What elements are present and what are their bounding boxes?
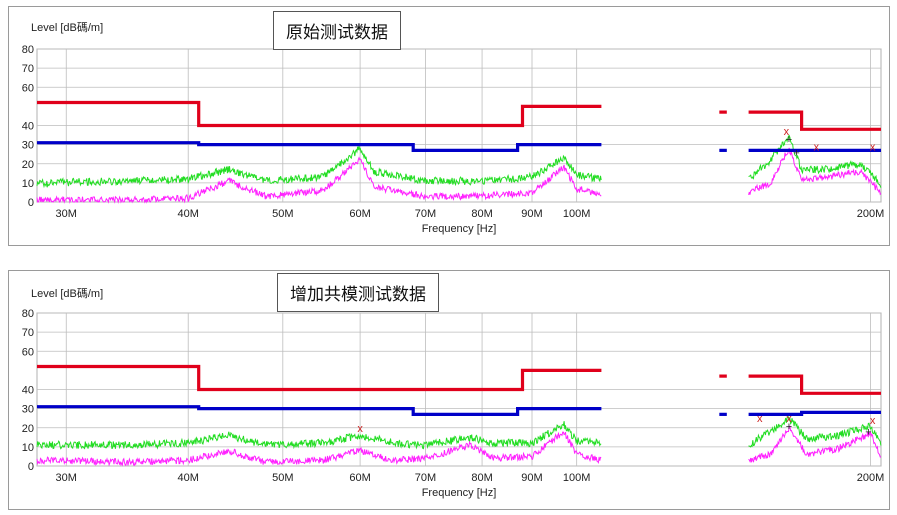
y-tick-label: 10	[22, 442, 34, 454]
peak-marker-plus: +	[865, 427, 871, 439]
x-tick-label: 70M	[415, 208, 436, 220]
chart-svg-common-mode: 0 10 20 30 40 60 70 80 30M 40M 50M 60M 70M 80M 90M 100M…	[22, 308, 885, 499]
x-tick-label: 200M	[857, 208, 885, 220]
y-tick-label: 80	[22, 308, 34, 320]
limit-line-blue	[37, 405, 602, 416]
peak-trace-green	[748, 416, 882, 448]
peak-marker-x: x	[757, 413, 763, 425]
y-tick-label: 80	[22, 44, 34, 56]
peak-marker-x: x	[786, 413, 792, 425]
x-tick-label: 40M	[178, 208, 199, 220]
x-tick-label: 60M	[349, 208, 370, 220]
x-tick-label: 60M	[349, 472, 370, 484]
peak-trace-green	[36, 421, 602, 450]
x-tick-label: 50M	[272, 208, 293, 220]
chart-panel-common-mode: 0 10 20 30 40 60 70 80 30M 40M 50M 60M 70M 80M 90M 100M…	[8, 270, 890, 510]
x-tick-label: 40M	[178, 472, 199, 484]
chart-svg-original: 0 10 20 30 40 60 70 80 30M 40M 50M 60M 70M 80M 90M 100M…	[22, 44, 885, 235]
x-tick-label: 80M	[471, 208, 492, 220]
peak-marker-x: x	[814, 142, 820, 154]
peak-trace-green	[748, 134, 882, 188]
y-tick-label: 30	[22, 404, 34, 416]
x-tick-label: 80M	[471, 472, 492, 484]
x-tick-label: 200M	[857, 472, 885, 484]
average-trace-magenta	[36, 431, 602, 467]
peak-trace-green	[36, 146, 602, 189]
peak-marker-x: x	[870, 415, 876, 427]
x-axis-title: Frequency [Hz]	[422, 223, 497, 235]
peak-marker-plus: +	[793, 147, 799, 159]
y-tick-label: 10	[22, 178, 34, 190]
limit-line-red	[37, 364, 602, 392]
average-trace-magenta	[748, 147, 882, 196]
limit-line-blue	[748, 410, 881, 416]
x-axis-title: Frequency [Hz]	[422, 487, 497, 499]
x-tick-label: 30M	[56, 208, 77, 220]
peak-marker-plus: +	[786, 134, 792, 146]
y-tick-label: 60	[22, 82, 34, 94]
chart-panel-original: 0 10 20 30 40 60 70 80 30M 40M 50M 60M 70M 80M 90M 100M…	[8, 6, 890, 246]
limit-line-red	[748, 374, 881, 395]
x-tick-label: 30M	[56, 472, 77, 484]
y-tick-label: 0	[28, 461, 34, 473]
y-tick-label: 20	[22, 159, 34, 171]
peak-marker-x: x	[357, 423, 363, 435]
x-tick-label: 100M	[563, 208, 591, 220]
chart-title: 原始测试数据	[273, 11, 401, 50]
limit-line-red	[37, 100, 602, 128]
y-tick-label: 30	[22, 140, 34, 152]
y-tick-label: 70	[22, 327, 34, 339]
y-axis-title: Level [dB碼/m]	[31, 288, 104, 300]
y-tick-label: 20	[22, 423, 34, 435]
limit-line-red	[748, 110, 881, 131]
y-tick-label: 40	[22, 385, 34, 397]
y-tick-label: 70	[22, 63, 34, 75]
x-tick-label: 90M	[521, 472, 542, 484]
limit-line-blue	[37, 141, 602, 152]
x-tick-label: 70M	[415, 472, 436, 484]
x-tick-label: 90M	[521, 208, 542, 220]
average-trace-magenta	[748, 425, 882, 464]
average-trace-magenta	[36, 156, 602, 204]
x-tick-label: 100M	[563, 472, 591, 484]
y-axis-title: Level [dB碼/m]	[31, 22, 104, 34]
peak-marker-plus: +	[786, 421, 792, 433]
peak-marker-x: x	[784, 126, 790, 138]
chart-title: 增加共模测试数据	[277, 273, 439, 312]
y-tick-label: 40	[22, 121, 34, 133]
peak-marker-x: x	[870, 142, 876, 154]
y-tick-label: 60	[22, 346, 34, 358]
y-tick-label: 0	[28, 197, 34, 209]
x-tick-label: 50M	[272, 472, 293, 484]
